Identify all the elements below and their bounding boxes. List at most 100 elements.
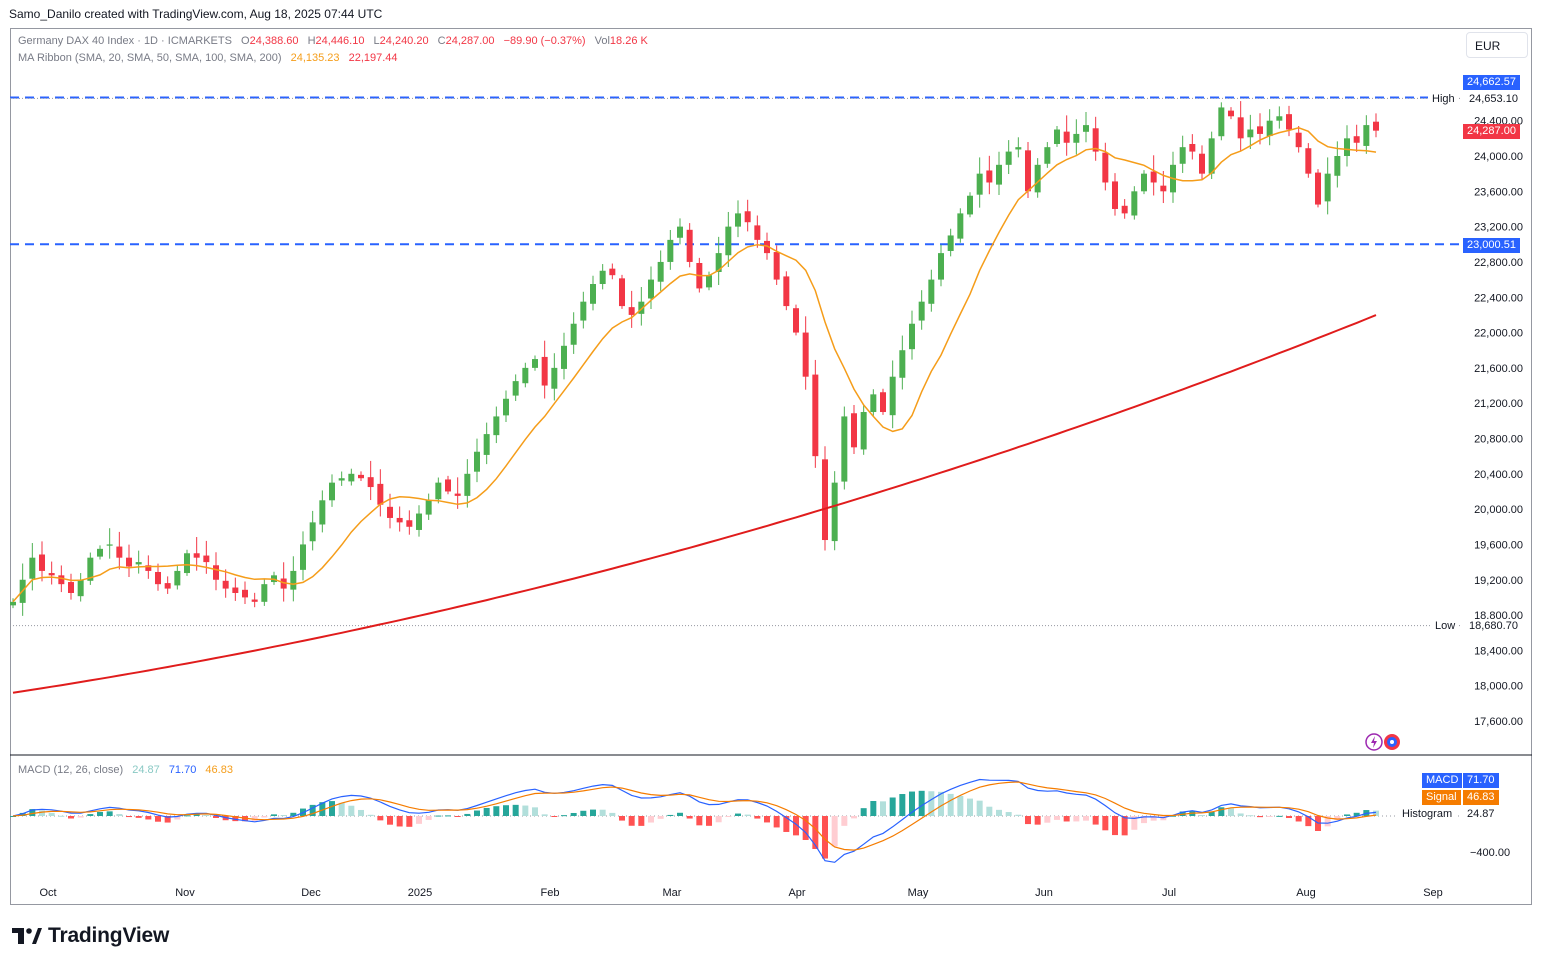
- ma-ribbon-title[interactable]: MA Ribbon (SMA, 20, SMA, 50, SMA, 100, S…: [18, 52, 282, 64]
- candle[interactable]: [1141, 170, 1147, 195]
- candle[interactable]: [493, 406, 500, 444]
- candle[interactable]: [242, 581, 248, 605]
- candle[interactable]: [1324, 157, 1331, 215]
- candle[interactable]: [435, 477, 442, 504]
- candle[interactable]: [532, 355, 538, 371]
- candle[interactable]: [880, 388, 886, 415]
- candle[interactable]: [1015, 137, 1022, 158]
- candle[interactable]: [474, 438, 480, 483]
- candle[interactable]: [445, 475, 451, 495]
- candle[interactable]: [396, 506, 403, 532]
- candle[interactable]: [580, 291, 587, 329]
- candle[interactable]: [1121, 199, 1128, 219]
- candle[interactable]: [1363, 115, 1370, 154]
- macd-title[interactable]: MACD (12, 26, close): [18, 764, 124, 776]
- candle[interactable]: [831, 471, 838, 551]
- candle[interactable]: [1218, 102, 1225, 141]
- candle[interactable]: [135, 550, 142, 574]
- candle[interactable]: [1083, 112, 1089, 143]
- candle[interactable]: [628, 290, 635, 328]
- candle[interactable]: [106, 528, 113, 559]
- candle[interactable]: [10, 598, 16, 609]
- candle[interactable]: [619, 274, 625, 309]
- chart-indicator-icons[interactable]: [1364, 732, 1404, 757]
- candle[interactable]: [812, 359, 819, 468]
- candle[interactable]: [570, 312, 577, 354]
- candle[interactable]: [184, 549, 190, 576]
- candle[interactable]: [638, 287, 645, 326]
- candle[interactable]: [1005, 140, 1012, 175]
- candle[interactable]: [541, 340, 548, 399]
- candle[interactable]: [822, 446, 828, 551]
- candle[interactable]: [232, 577, 239, 601]
- candle[interactable]: [561, 332, 567, 380]
- candle[interactable]: [164, 576, 171, 594]
- candle[interactable]: [725, 211, 732, 267]
- candle[interactable]: [686, 223, 693, 268]
- candle[interactable]: [860, 405, 867, 455]
- candle[interactable]: [203, 540, 210, 574]
- candle[interactable]: [309, 510, 316, 551]
- candle[interactable]: [744, 199, 751, 232]
- candle[interactable]: [77, 573, 84, 602]
- candle[interactable]: [1305, 143, 1312, 178]
- candle[interactable]: [938, 244, 944, 287]
- candle[interactable]: [657, 250, 664, 291]
- candle[interactable]: [899, 335, 906, 390]
- candle[interactable]: [1189, 134, 1196, 160]
- candle[interactable]: [551, 353, 558, 401]
- candle[interactable]: [213, 552, 219, 591]
- candle[interactable]: [754, 215, 761, 248]
- lightning-icon[interactable]: [1364, 732, 1404, 752]
- candle[interactable]: [928, 269, 935, 312]
- candle[interactable]: [1257, 113, 1263, 145]
- candle[interactable]: [802, 316, 809, 390]
- candle[interactable]: [996, 151, 1002, 196]
- candle[interactable]: [68, 573, 74, 600]
- candle[interactable]: [841, 406, 848, 490]
- sma200-line[interactable]: [12, 314, 1377, 694]
- candle[interactable]: [1228, 107, 1234, 120]
- candle[interactable]: [290, 556, 297, 602]
- candle[interactable]: [599, 264, 606, 290]
- candle[interactable]: [1208, 131, 1215, 180]
- ma-ribbon-legend[interactable]: MA Ribbon (SMA, 20, SMA, 50, SMA, 100, S…: [18, 52, 398, 64]
- tradingview-logo[interactable]: TradingView: [12, 924, 169, 948]
- candle[interactable]: [338, 471, 345, 486]
- candle[interactable]: [976, 157, 983, 208]
- candle[interactable]: [1092, 116, 1099, 161]
- candle[interactable]: [1199, 145, 1205, 181]
- candle[interactable]: [512, 374, 519, 401]
- candle[interactable]: [1025, 142, 1031, 198]
- candle[interactable]: [329, 474, 335, 507]
- candle[interactable]: [851, 404, 857, 454]
- candle[interactable]: [116, 531, 123, 570]
- candle[interactable]: [1344, 125, 1350, 167]
- candle[interactable]: [1247, 114, 1254, 150]
- currency-selector[interactable]: EUR: [1466, 32, 1528, 58]
- candle[interactable]: [1150, 155, 1157, 196]
- macd-legend[interactable]: MACD (12, 26, close) 24.87 71.70 46.83: [18, 764, 233, 776]
- candle[interactable]: [251, 592, 258, 608]
- candle[interactable]: [986, 155, 993, 195]
- candle[interactable]: [406, 510, 413, 535]
- candle[interactable]: [483, 422, 490, 465]
- candle[interactable]: [126, 544, 132, 577]
- candle[interactable]: [793, 304, 799, 336]
- candle[interactable]: [522, 362, 529, 388]
- candle[interactable]: [909, 310, 915, 360]
- candle[interactable]: [677, 218, 683, 245]
- candle[interactable]: [1034, 158, 1041, 198]
- candle[interactable]: [1266, 109, 1273, 146]
- candle[interactable]: [648, 266, 654, 309]
- candle[interactable]: [464, 459, 471, 508]
- candle[interactable]: [783, 271, 790, 311]
- candle[interactable]: [87, 552, 94, 585]
- candle[interactable]: [503, 390, 509, 423]
- candle[interactable]: [1373, 113, 1379, 138]
- candle[interactable]: [947, 228, 954, 257]
- candle[interactable]: [667, 229, 674, 270]
- candle[interactable]: [735, 200, 741, 238]
- candle[interactable]: [1237, 101, 1244, 152]
